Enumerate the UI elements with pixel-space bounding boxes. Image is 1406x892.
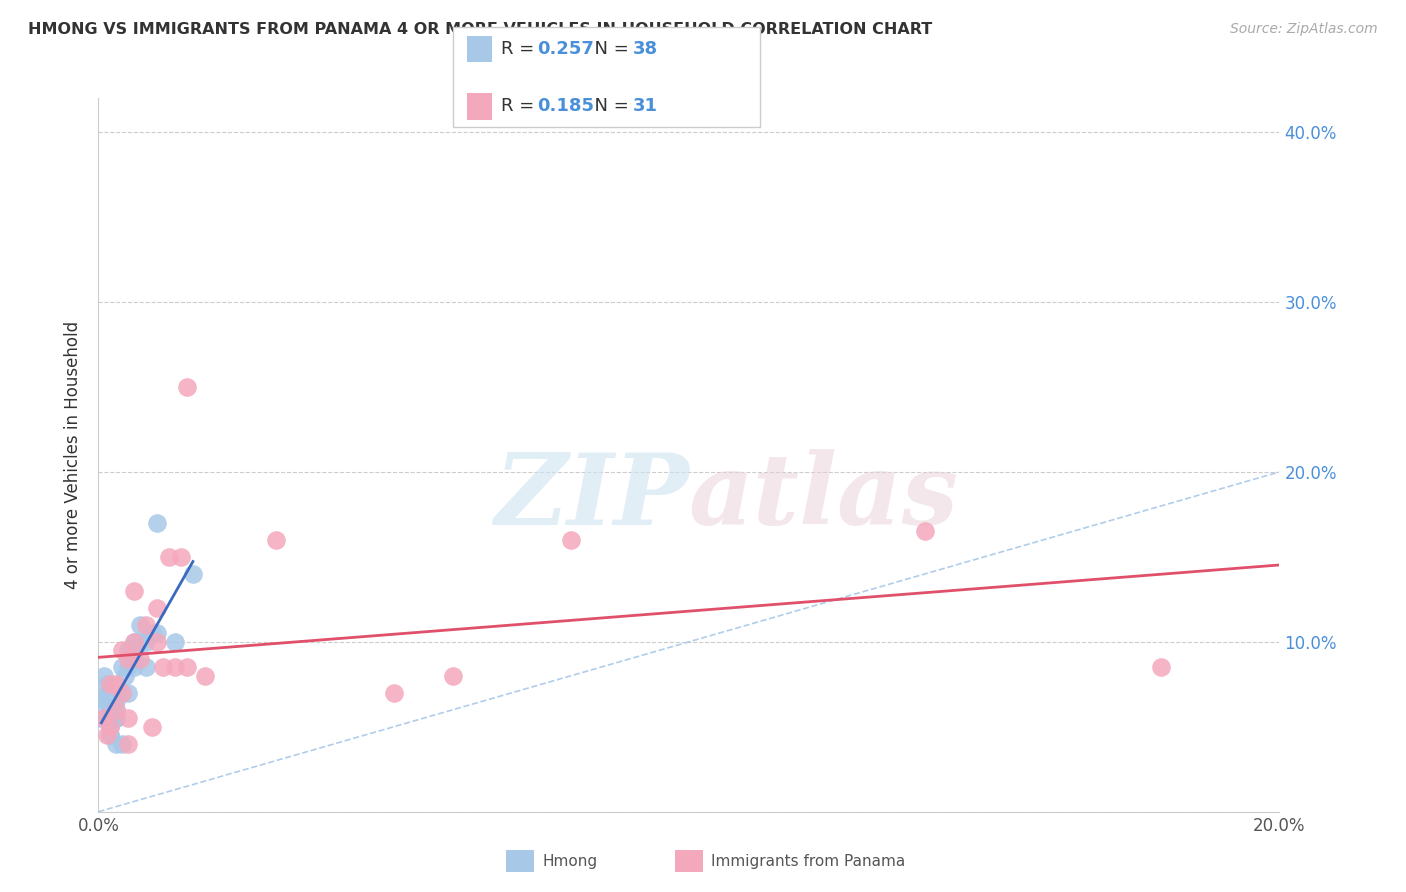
Point — [117, 686, 139, 700]
Point — [122, 635, 145, 649]
Point — [93, 669, 115, 683]
Point — [105, 694, 128, 708]
Point — [914, 524, 936, 539]
Point — [117, 660, 139, 674]
Point — [264, 533, 287, 547]
Text: ZIP: ZIP — [494, 450, 689, 546]
Text: Immigrants from Panama: Immigrants from Panama — [711, 854, 905, 869]
Point — [96, 728, 118, 742]
Point — [96, 689, 118, 703]
Text: HMONG VS IMMIGRANTS FROM PANAMA 4 OR MORE VEHICLES IN HOUSEHOLD CORRELATION CHAR: HMONG VS IMMIGRANTS FROM PANAMA 4 OR MOR… — [28, 22, 932, 37]
Point — [382, 686, 405, 700]
Point — [105, 677, 128, 691]
Point — [122, 583, 145, 598]
Point — [181, 566, 204, 581]
Text: N =: N = — [583, 40, 636, 58]
Text: R =: R = — [501, 40, 540, 58]
Text: 38: 38 — [633, 40, 658, 58]
Point — [560, 533, 582, 547]
Point — [122, 652, 145, 666]
Point — [146, 516, 169, 530]
Point — [194, 669, 217, 683]
Point — [103, 703, 125, 717]
Point — [176, 660, 198, 674]
Point — [111, 737, 134, 751]
Point — [98, 728, 121, 742]
Point — [98, 720, 121, 734]
Point — [135, 635, 157, 649]
Point — [93, 694, 115, 708]
Point — [146, 626, 169, 640]
Text: N =: N = — [583, 97, 636, 115]
Point — [122, 660, 145, 674]
Text: atlas: atlas — [689, 450, 959, 546]
Point — [98, 711, 121, 725]
Point — [111, 686, 134, 700]
Point — [94, 694, 117, 708]
Point — [128, 652, 150, 666]
Point — [165, 635, 187, 649]
Point — [94, 686, 117, 700]
Text: Hmong: Hmong — [543, 854, 598, 869]
Point — [146, 600, 169, 615]
Text: 31: 31 — [633, 97, 658, 115]
Point — [105, 711, 128, 725]
Point — [117, 711, 139, 725]
Point — [122, 635, 145, 649]
Point — [105, 711, 128, 725]
Point — [98, 677, 121, 691]
Point — [105, 737, 128, 751]
Point — [135, 617, 157, 632]
Point — [111, 660, 134, 674]
Point — [90, 711, 112, 725]
Point — [117, 652, 139, 666]
Point — [96, 711, 118, 725]
Point — [176, 380, 198, 394]
Point — [114, 669, 136, 683]
Point — [93, 711, 115, 725]
Text: 0.185: 0.185 — [537, 97, 595, 115]
Point — [98, 728, 121, 742]
Point — [117, 643, 139, 657]
Text: Source: ZipAtlas.com: Source: ZipAtlas.com — [1230, 22, 1378, 37]
Point — [117, 737, 139, 751]
Point — [165, 660, 187, 674]
Point — [152, 660, 174, 674]
Point — [105, 703, 128, 717]
Text: 0.257: 0.257 — [537, 40, 593, 58]
Point — [128, 635, 150, 649]
Point — [441, 669, 464, 683]
Point — [141, 626, 163, 640]
Point — [1150, 660, 1173, 674]
Point — [141, 720, 163, 734]
Point — [105, 703, 128, 717]
Point — [111, 686, 134, 700]
Point — [98, 720, 121, 734]
Point — [96, 677, 118, 691]
Text: R =: R = — [501, 97, 540, 115]
Point — [135, 660, 157, 674]
Y-axis label: 4 or more Vehicles in Household: 4 or more Vehicles in Household — [65, 321, 83, 589]
Point — [128, 617, 150, 632]
Point — [111, 643, 134, 657]
Point — [146, 635, 169, 649]
Point — [170, 549, 193, 564]
Point — [157, 549, 180, 564]
Point — [105, 686, 128, 700]
